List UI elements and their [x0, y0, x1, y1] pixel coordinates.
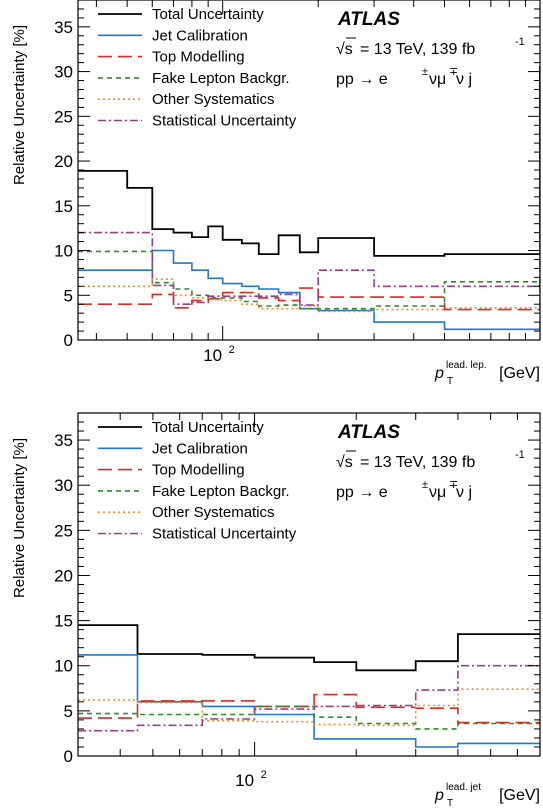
x-tick-label-exponent: 2 — [229, 344, 235, 356]
process-sup-1: ± — [422, 479, 428, 491]
atlas-label-block: ATLAS √s = 13 TeV, 139 fb -1 pp → e ± νμ ∓ν j — [336, 9, 525, 88]
process-end: ν j — [456, 71, 472, 88]
y-tick-label: 35 — [54, 431, 73, 450]
y-tick-label: 15 — [54, 612, 73, 631]
x-axis-label-superscript: lead. lep. — [446, 360, 487, 371]
legend-label: Jet Calibration — [152, 440, 248, 457]
process-sup-2: ∓ — [449, 66, 458, 78]
series-line-total-uncertainty — [78, 624, 540, 672]
y-tick-label: 25 — [54, 107, 73, 126]
series-line-total-uncertainty — [78, 66, 540, 257]
chart-panel-top: 0 5 10 15 20 25 30 35 10 2 Relative Uncertainty [%… — [11, 0, 541, 387]
y-tick-label: 0 — [64, 747, 73, 766]
sqrt-symbol: √s — [336, 41, 353, 58]
y-tick-label: 0 — [64, 331, 73, 350]
legend-label: Other Systematics — [152, 91, 275, 108]
y-tick-label: 20 — [54, 152, 73, 171]
series-line-fake-lepton-backgr — [78, 250, 540, 310]
energy-label-superscript: -1 — [515, 449, 525, 461]
legend-label: Total Uncertainty — [152, 6, 264, 23]
atlas-label: ATLAS — [337, 9, 400, 30]
x-axis-label-unit: [GeV] — [499, 365, 540, 382]
series-line-other-systematics — [78, 278, 540, 313]
legend-label: Fake Lepton Backgr. — [152, 70, 290, 87]
series-line-other-systematics — [78, 688, 540, 727]
y-tick-label: 25 — [54, 521, 73, 540]
y-tick-label: 30 — [54, 63, 73, 82]
series-line-statistical-uncertainty — [78, 134, 540, 306]
x-tick-label: 10 — [203, 346, 222, 365]
y-tick-label: 10 — [54, 657, 73, 676]
y-tick-label: 5 — [64, 702, 73, 721]
legend-label: Fake Lepton Backgr. — [152, 483, 290, 500]
process-label: pp → e — [336, 484, 388, 501]
series-line-top-modelling — [78, 177, 540, 311]
x-axis-label-subscript: T — [447, 798, 453, 809]
y-tick-label: 15 — [54, 197, 73, 216]
x-axis-label-unit: [GeV] — [499, 787, 540, 804]
chart-panel-bottom: 0 5 10 15 20 25 30 35 10 2 Relative Uncertainty [%… — [11, 412, 541, 809]
legend: Total Uncertainty Jet Calibration Top Mode… — [98, 419, 297, 543]
process-sup-1: ± — [422, 66, 428, 78]
y-tick-label: 20 — [54, 566, 73, 585]
x-axis-label-superscript: lead. jet — [446, 782, 481, 793]
legend-label: Top Modelling — [152, 49, 245, 66]
process-label: pp → e — [336, 71, 388, 88]
process-mid: νμ — [429, 484, 446, 501]
legend-label: Statistical Uncertainty — [152, 113, 297, 130]
x-tick-label: 10 — [235, 771, 254, 790]
legend-label: Statistical Uncertainty — [152, 526, 297, 543]
y-tick-label: 10 — [54, 242, 73, 261]
process-mid: νμ — [429, 71, 446, 88]
energy-label: = 13 TeV, 139 fb — [360, 41, 475, 58]
y-axis-label: Relative Uncertainty [%] — [11, 438, 28, 598]
legend-label: Top Modelling — [152, 462, 245, 479]
energy-label: = 13 TeV, 139 fb — [360, 454, 475, 471]
atlas-label-block: ATLAS √s = 13 TeV, 139 fb -1 pp → e ± νμ ∓ν j — [336, 422, 525, 501]
atlas-label: ATLAS — [337, 422, 400, 443]
x-axis-label-symbol: p — [434, 787, 444, 804]
sqrt-symbol: √s — [336, 454, 353, 471]
x-axis-label-symbol: p — [434, 365, 444, 382]
legend-label: Total Uncertainty — [152, 419, 264, 436]
process-sup-2: ∓ — [449, 479, 458, 491]
series-group — [78, 66, 540, 331]
legend-label: Jet Calibration — [152, 27, 248, 44]
series-line-fake-lepton-backgr — [78, 705, 540, 730]
process-end: ν j — [456, 484, 472, 501]
series-line-jet-calibration — [78, 249, 540, 331]
legend-label: Other Systematics — [152, 504, 275, 521]
y-tick-label: 30 — [54, 476, 73, 495]
y-tick-label: 35 — [54, 18, 73, 37]
series-line-top-modelling — [78, 693, 540, 724]
x-tick-label-exponent: 2 — [261, 769, 267, 781]
energy-label-superscript: -1 — [515, 36, 525, 48]
y-axis-label: Relative Uncertainty [%] — [11, 25, 28, 185]
legend: Total Uncertainty Jet Calibration Top Mode… — [98, 6, 297, 130]
x-axis-label-subscript: T — [447, 376, 453, 387]
series-line-statistical-uncertainty — [78, 664, 540, 732]
y-tick-label: 5 — [64, 286, 73, 305]
series-group — [78, 624, 540, 748]
